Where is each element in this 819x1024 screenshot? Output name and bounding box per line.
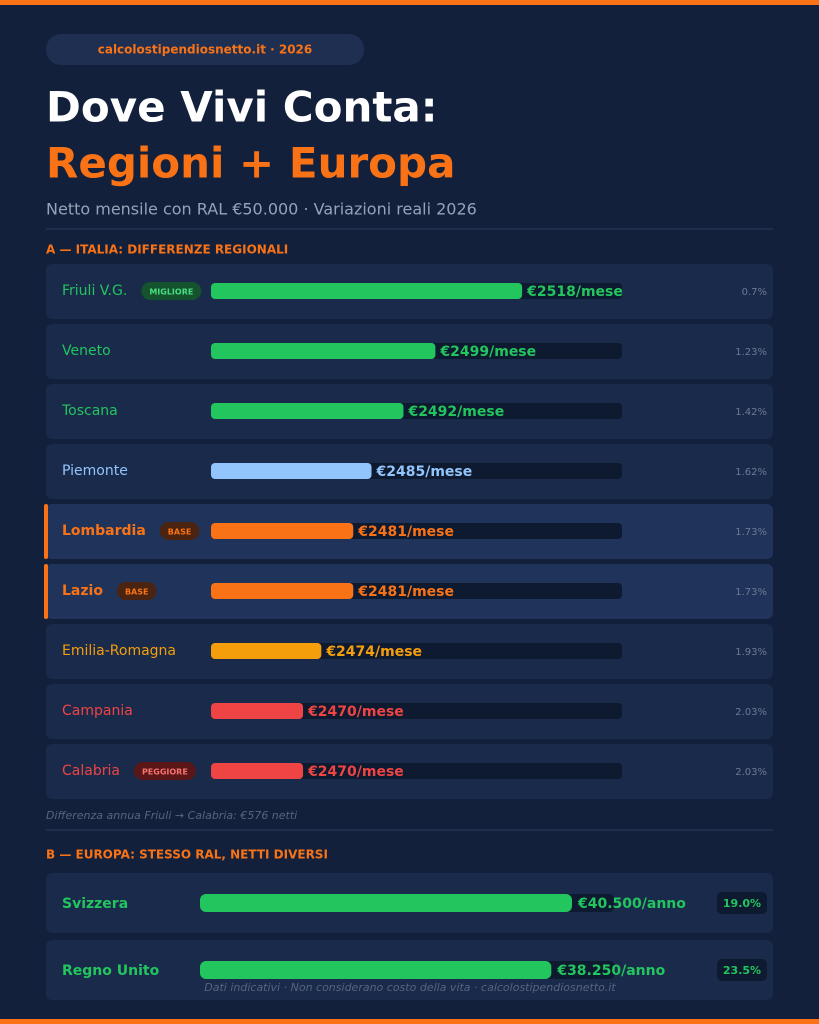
region-name: Campania — [62, 703, 133, 719]
bar — [211, 463, 372, 479]
pct: 1.93% — [735, 647, 767, 658]
pct: 1.23% — [735, 347, 767, 358]
section-label: A — ITALIA: DIFFERENZE REGIONALI — [46, 243, 288, 257]
badge — [133, 762, 196, 780]
bottom-stripe — [0, 1019, 819, 1024]
bar — [211, 763, 304, 779]
badge — [141, 282, 202, 300]
region-name: Emilia-Romagna — [62, 643, 176, 659]
country-name: Regno Unito — [62, 963, 160, 979]
value-label: €2518/mese — [526, 284, 623, 300]
pct-badge — [717, 892, 767, 914]
pct: 1.42% — [735, 407, 767, 418]
subtitle: Netto mensile con RAL €50.000 · Variazio… — [46, 200, 477, 219]
value-label: €38.250/anno — [556, 963, 665, 979]
region-name: Toscana — [61, 403, 118, 419]
value-label: €2470/mese — [307, 704, 404, 720]
bar — [200, 961, 552, 979]
bar — [211, 283, 523, 299]
value-label: €2474/mese — [325, 644, 422, 660]
bar — [211, 703, 304, 719]
badge-text: BASE — [125, 588, 149, 597]
region-name: Piemonte — [62, 463, 128, 479]
note: Differenza annua Friuli → Calabria: €576… — [46, 809, 297, 822]
pill-text: calcolostipendiosnetto.it · 2026 — [98, 43, 313, 57]
region-name: Calabria — [62, 763, 120, 779]
pct: 19.0% — [723, 897, 761, 910]
region-name: Veneto — [62, 343, 111, 359]
bar — [211, 403, 404, 419]
badge — [159, 522, 200, 540]
title-accent: Regioni + Europa — [46, 139, 455, 188]
row-accent — [44, 504, 48, 559]
section-label: B — EUROPA: STESSO RAL, NETTI DIVERSI — [46, 848, 328, 862]
bar-track — [211, 763, 622, 779]
bar — [211, 583, 354, 599]
bar — [200, 894, 572, 912]
country-name: Svizzera — [62, 896, 128, 912]
top-stripe — [0, 0, 819, 5]
value-label: €2485/mese — [376, 464, 473, 480]
pill — [46, 34, 364, 65]
bar — [211, 343, 436, 359]
bar-track — [211, 703, 622, 719]
pct: 23.5% — [723, 964, 761, 977]
badge-text: PEGGIORE — [142, 768, 188, 777]
value-label: €2470/mese — [307, 764, 404, 780]
region-name: Friuli V.G. — [62, 283, 127, 299]
pct: 0.7% — [742, 287, 767, 298]
bar — [211, 523, 354, 539]
value-label: €2481/mese — [357, 524, 454, 540]
row-accent — [44, 564, 48, 619]
value-label: €2499/mese — [439, 344, 536, 360]
pct: 1.73% — [735, 587, 767, 598]
badge — [116, 582, 157, 600]
region-name: Lazio — [62, 583, 103, 599]
pct: 2.03% — [735, 767, 767, 778]
pct: 1.73% — [735, 527, 767, 538]
value-label: €2481/mese — [357, 584, 454, 600]
value-label: €2492/mese — [407, 404, 504, 420]
region-name: Lombardia — [62, 523, 146, 539]
pct: 1.62% — [735, 467, 767, 478]
footer: Dati indicativi · Non considerano costo … — [204, 981, 616, 994]
badge-text: MIGLIORE — [149, 288, 193, 297]
title: Dove Vivi Conta: — [46, 83, 438, 132]
pct: 2.03% — [735, 707, 767, 718]
pct-badge — [717, 959, 767, 981]
value-label: €40.500/anno — [577, 896, 686, 912]
bar — [211, 643, 322, 659]
badge-text: BASE — [168, 528, 192, 537]
